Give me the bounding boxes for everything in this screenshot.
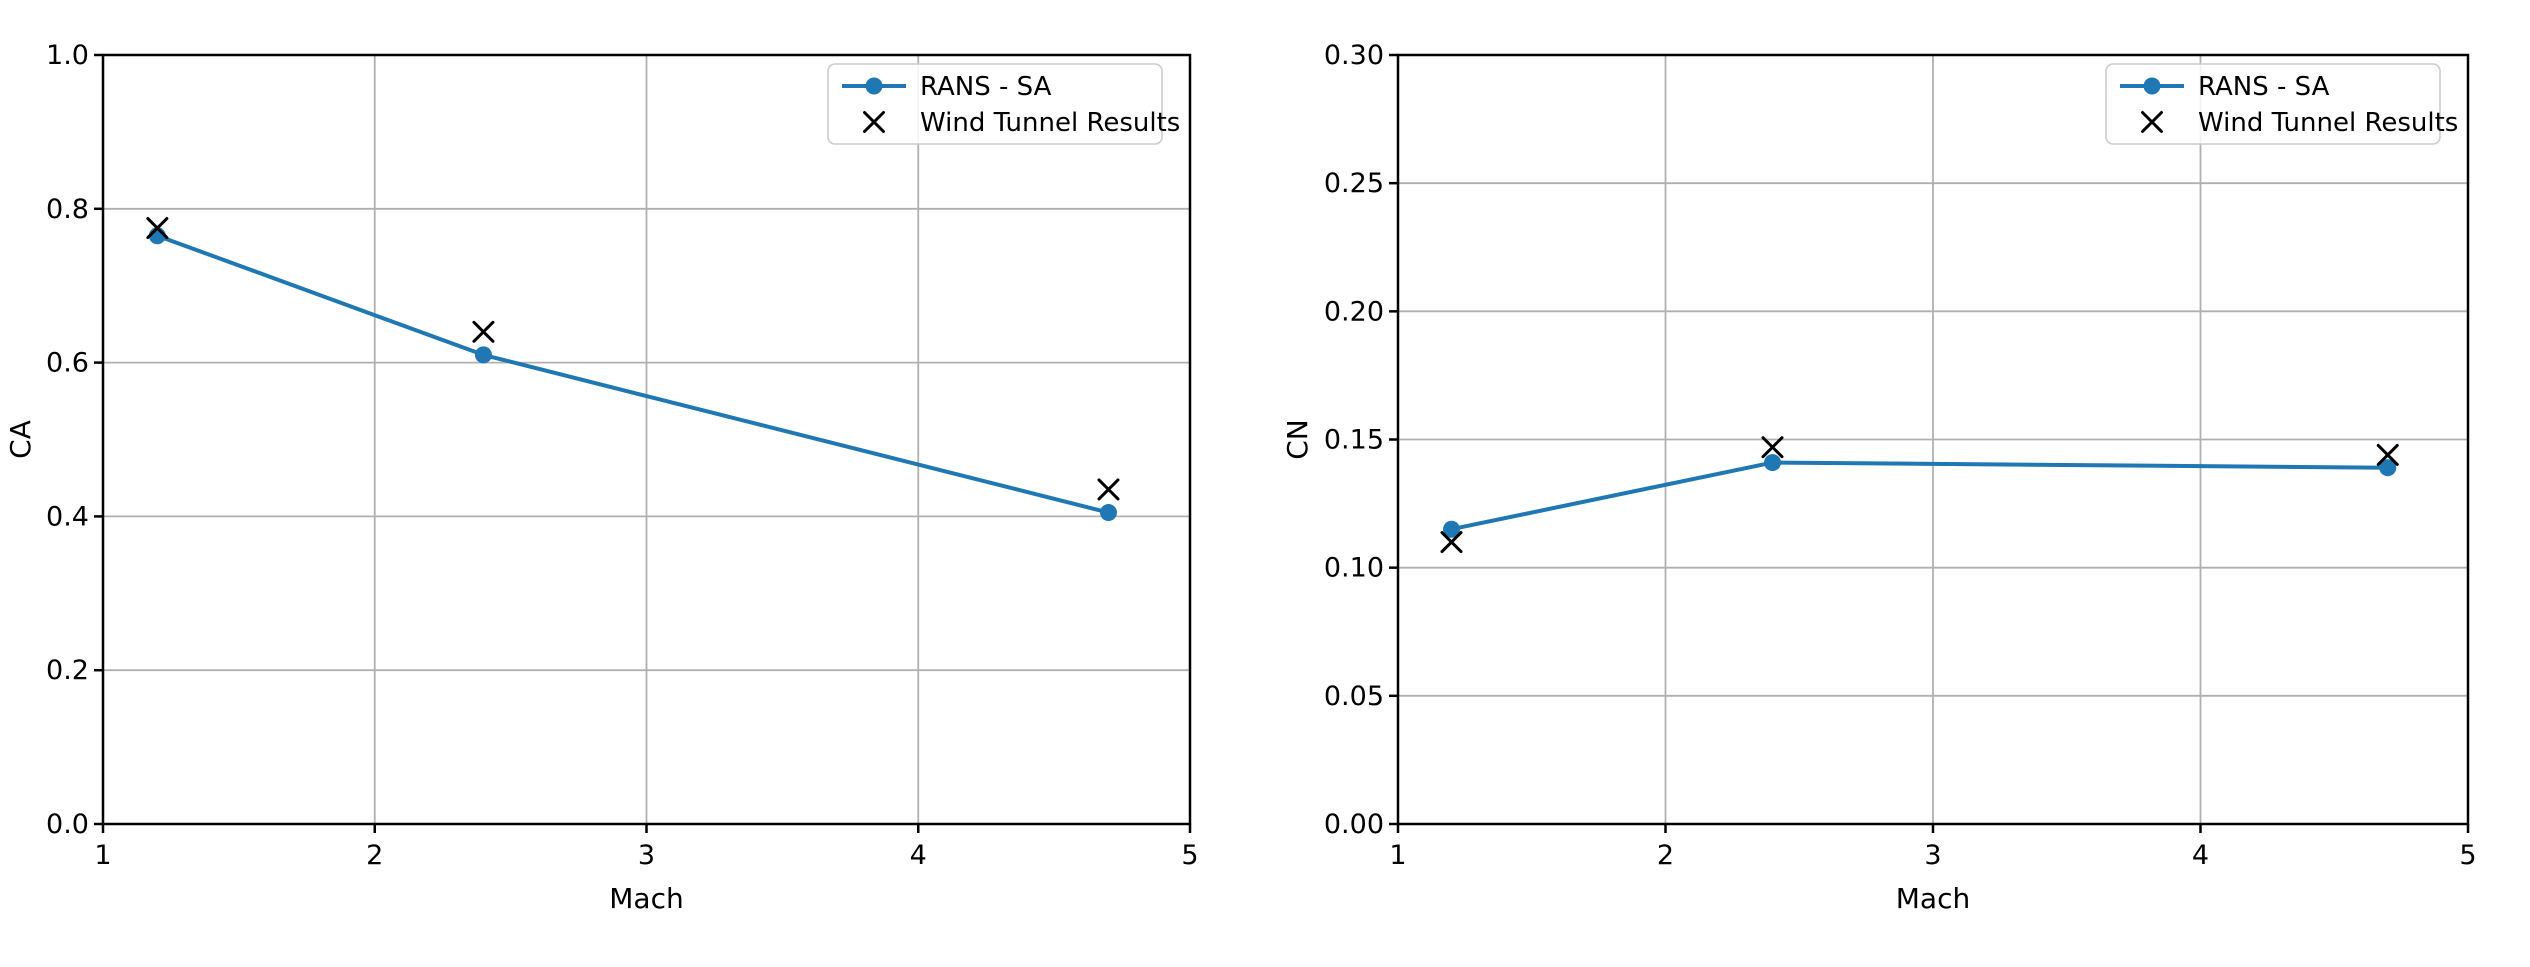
x-tick-label: 1 [94, 840, 111, 871]
x-marker [1097, 478, 1120, 501]
x-tick-label: 4 [2192, 840, 2209, 871]
x-axis-label: Mach [609, 882, 683, 915]
y-tick-label: 0.25 [1324, 168, 1384, 199]
legend: RANS - SA Wind Tunnel Results [827, 63, 1180, 145]
x-marker [472, 320, 495, 343]
ca-chart-panel: 1 2 3 4 5 0.0 0.2 0.4 0.6 0.8 1.0 Mach CA RANS - SA Wi… [4, 40, 1199, 915]
x-tick-label: 2 [1657, 840, 1674, 871]
legend-entry-label: Wind Tunnel Results [920, 108, 1180, 138]
y-tick-label: 0.2 [46, 655, 89, 686]
circle-marker [2379, 459, 2397, 477]
x-marker [2376, 443, 2399, 466]
y-tick-label: 0.0 [46, 809, 89, 840]
circle-marker [1099, 504, 1117, 522]
legend-circle-marker [865, 77, 883, 95]
y-tick-label: 0.05 [1324, 681, 1384, 712]
legend-circle-marker [2143, 77, 2161, 95]
y-tick-label: 0.10 [1324, 553, 1384, 584]
x-tick-label: 3 [638, 840, 655, 871]
legend: RANS - SA Wind Tunnel Results [2105, 63, 2458, 145]
x-marker [1761, 436, 1784, 459]
legend-entry-label: RANS - SA [920, 72, 1052, 102]
ca-vs-mach-chart: 1 2 3 4 5 0.0 0.2 0.4 0.6 0.8 1.0 Mach CA RANS - SA Wi… [4, 40, 1199, 915]
legend-box [2105, 63, 2441, 145]
circle-marker [1764, 454, 1781, 472]
y-axis-label: CA [4, 420, 37, 459]
legend-x-marker [863, 111, 885, 133]
y-tick-label: 0.30 [1324, 40, 1384, 71]
x-tick-label: 3 [1924, 840, 1941, 871]
y-tick-label: 0.00 [1324, 809, 1384, 840]
y-tick-label: 0.15 [1324, 425, 1384, 456]
cn-vs-mach-chart: 1 2 3 4 5 0.00 0.05 0.10 0.15 0.20 0.25 0.30 Mach CN R… [1281, 40, 2477, 915]
y-tick-label: 0.6 [46, 348, 89, 379]
y-tick-label: 0.4 [46, 501, 89, 532]
x-marker [146, 217, 169, 240]
legend-x-marker [2141, 111, 2163, 133]
cn-chart-panel: 1 2 3 4 5 0.00 0.05 0.10 0.15 0.20 0.25 0.30 Mach CN R… [1265, 0, 2530, 967]
x-tick-label: 5 [2459, 840, 2476, 871]
y-tick-label: 0.8 [46, 194, 89, 225]
series-line-0 [1451, 460, 2388, 532]
y-tick-label: 1.0 [46, 40, 89, 71]
y-tick-label: 0.20 [1324, 296, 1384, 327]
series-line-0 [156, 233, 1109, 515]
x-axis-label: Mach [1896, 882, 1970, 915]
legend-entry-label: Wind Tunnel Results [2198, 108, 2458, 138]
x-tick-label: 5 [1181, 840, 1198, 871]
y-axis-label: CN [1281, 419, 1314, 460]
circle-marker [1443, 520, 1460, 538]
x-tick-label: 4 [910, 840, 927, 871]
legend-box [827, 63, 1163, 145]
x-tick-label: 2 [366, 840, 383, 871]
legend-entry-label: RANS - SA [2198, 72, 2330, 102]
x-tick-label: 1 [1389, 840, 1406, 871]
circle-marker [474, 346, 492, 364]
x-marker [1440, 531, 1463, 554]
